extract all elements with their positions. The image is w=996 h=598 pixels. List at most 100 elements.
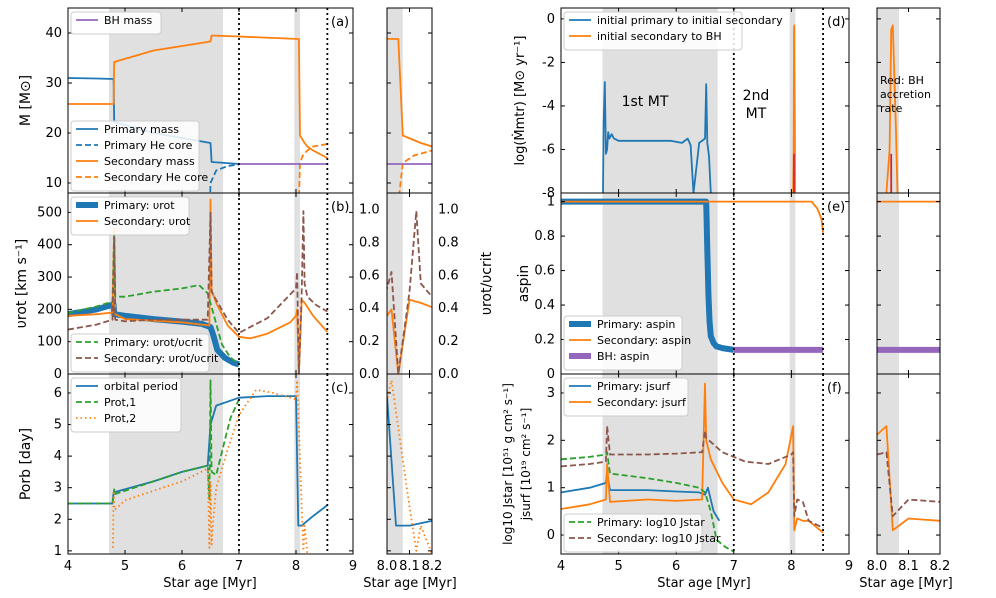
- legend-label: Primary: log10 Jstar: [597, 516, 705, 529]
- y-tick-label: 3: [547, 386, 555, 401]
- legend-label: initial secondary to BH: [597, 30, 722, 43]
- x-tick-label: 4: [557, 559, 565, 574]
- x-tick-label: 6: [672, 559, 680, 574]
- mt-shading: [789, 374, 796, 554]
- legend-c: [70, 377, 182, 433]
- mt-shading: [294, 8, 300, 193]
- x-tick-label: 8: [292, 559, 300, 574]
- series-line: [561, 198, 735, 353]
- y-right-tick-label: 1.0: [359, 202, 380, 217]
- panel-label: (c): [331, 381, 348, 396]
- y-tick-label: 6: [54, 386, 62, 401]
- legend-d: [563, 11, 743, 51]
- y-right-tick-label: 0.8: [438, 235, 459, 250]
- mt-shading: [877, 193, 900, 374]
- series-line: [298, 143, 328, 193]
- y-tick-label: 2: [54, 512, 62, 527]
- series-line: [561, 451, 735, 553]
- series-line: [209, 163, 240, 193]
- y-axis-label: log(Ṁmtr) [M⊙ yr⁻¹]: [512, 36, 528, 166]
- y-tick-label: 0: [547, 528, 555, 543]
- x-tick-label: 6: [178, 559, 186, 574]
- x-axis-label-right: Star age [Myr]: [657, 576, 751, 591]
- legend-label: orbital period: [104, 380, 178, 393]
- panel-label: (b): [331, 200, 349, 215]
- x-tick-label: 8: [787, 559, 795, 574]
- x-axis-label-left-inset: Star age [Myr]: [363, 576, 457, 591]
- series-line: [387, 379, 432, 554]
- x-tick-label: 8.1: [399, 559, 420, 574]
- y-axis-label: M [M⊙]: [18, 75, 34, 126]
- series-line: [0, 452, 562, 551]
- panel-label: (a): [331, 15, 349, 30]
- legend-label: Primary: jsurf: [597, 380, 671, 393]
- y-tick-label: 0.8: [534, 229, 555, 244]
- y-tick-label: 0.2: [534, 333, 555, 348]
- series-line: [885, 24, 899, 193]
- x-tick-label: 7: [235, 559, 243, 574]
- legend-label: Primary: υrot: [104, 199, 175, 212]
- series-line: [877, 425, 940, 532]
- y-tick-label: -8: [542, 186, 555, 201]
- legend-label: Secondary: υrot: [104, 215, 191, 228]
- series-line: [602, 81, 712, 193]
- x-tick-label: 8.2: [422, 559, 443, 574]
- annotation-red-line1: Red: BH: [880, 74, 924, 87]
- series-line: [68, 379, 240, 505]
- legend-e: [563, 315, 683, 371]
- x-axis-label-right-inset: Star age [Myr]: [859, 576, 953, 591]
- x-tick-label: 4: [64, 559, 72, 574]
- annotation-red-line3: rate: [880, 102, 903, 115]
- x-tick-label: 8.0: [867, 559, 888, 574]
- annotation-red-line2: accretion: [880, 88, 931, 101]
- y-right-tick-label: 0.6: [438, 268, 459, 283]
- legend-label: Secondary: υrot/υcrit: [104, 352, 219, 365]
- x-tick-label: 8.1: [898, 559, 919, 574]
- axes-frame: [560, 373, 850, 555]
- y-tick-label: 10: [45, 176, 62, 191]
- y-tick-label: 40: [45, 26, 62, 41]
- legend-b-bottom: [70, 333, 210, 373]
- legend-label: Secondary He core: [104, 171, 208, 184]
- legend-label: Secondary: log10 Jstar: [597, 532, 721, 545]
- y-tick-label: 4: [54, 449, 62, 464]
- legend-a-bottom: [70, 120, 200, 192]
- series-line: [387, 37, 432, 148]
- legend-label: BH: aspin: [597, 350, 650, 363]
- series-line: [561, 425, 824, 529]
- legend-label: Secondary: aspin: [597, 334, 691, 347]
- y-tick-label: 0: [54, 367, 62, 382]
- y-tick-label: 5: [54, 418, 62, 433]
- y-tick-label: 1: [54, 544, 62, 559]
- y-tick-label: -6: [542, 142, 555, 157]
- mt-shading: [789, 8, 796, 193]
- series-line: [0, 474, 483, 521]
- annotation-2nd-mt-line1: 2nd: [743, 88, 770, 104]
- y-tick-label: 300: [37, 270, 62, 285]
- legend-label: Secondary: jsurf: [597, 396, 687, 409]
- legend-b-top: [70, 196, 190, 236]
- legend-label: Primary: υrot/υcrit: [104, 336, 203, 349]
- y-right-tick-label: 0.2: [359, 334, 380, 349]
- y-tick-label: 1: [547, 481, 555, 496]
- y-tick-label: 100: [37, 335, 62, 350]
- x-tick-label: 8.2: [930, 559, 951, 574]
- series-line: [387, 210, 432, 374]
- mt-shading: [387, 374, 403, 554]
- legend-label: initial primary to initial secondary: [597, 14, 783, 27]
- y-axis-label: aspin: [516, 265, 532, 303]
- y-axis-label: log10 Jstar [10⁵¹ g cm² s⁻¹]: [501, 383, 515, 545]
- series-line: [561, 200, 824, 233]
- y-tick-label: 0.4: [534, 298, 555, 313]
- y-tick-label: -2: [542, 55, 555, 70]
- panel-label: (e): [827, 200, 845, 215]
- y-right-tick-label: 0.4: [359, 301, 380, 316]
- x-tick-label: 9: [845, 559, 853, 574]
- y-tick-label: 3: [54, 481, 62, 496]
- y-tick-label: 30: [45, 76, 62, 91]
- legend-label: BH mass: [104, 14, 153, 27]
- y-tick-label: 1: [547, 195, 555, 210]
- x-tick-label: 7: [730, 559, 738, 574]
- mt-shading: [387, 193, 403, 374]
